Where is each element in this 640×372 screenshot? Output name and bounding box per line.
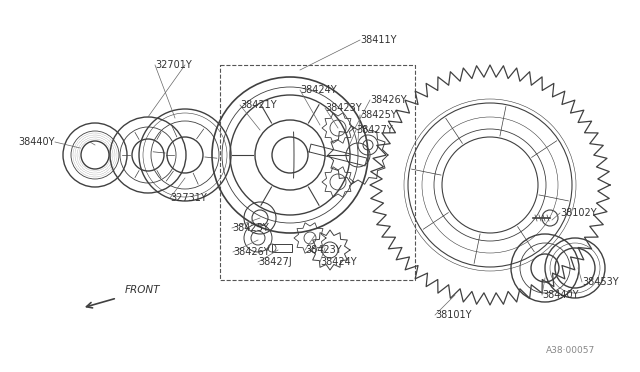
Text: A38·00057: A38·00057 [546,346,595,355]
Text: 32701Y: 32701Y [155,60,192,70]
Text: 38423Y: 38423Y [325,103,362,113]
Text: 38426Y: 38426Y [370,95,406,105]
Text: 38411Y: 38411Y [360,35,397,45]
Text: 38102Y: 38102Y [560,208,596,218]
Text: FRONT: FRONT [125,285,161,295]
Bar [220,65,415,280]
Text: 38427Y: 38427Y [356,125,393,135]
Text: 38424Y: 38424Y [300,85,337,95]
Text: 38425Y: 38425Y [360,110,397,120]
Text: 38423Y: 38423Y [305,245,342,255]
Text: 38425Y: 38425Y [232,223,269,233]
Text: 32731Y: 32731Y [170,193,207,203]
Text: 38427J: 38427J [258,257,292,267]
Text: 38424Y: 38424Y [320,257,356,267]
Text: 38453Y: 38453Y [582,277,619,287]
Bar [272,244,292,252]
Text: 38101Y: 38101Y [435,310,472,320]
Text: 38421Y: 38421Y [240,100,276,110]
Text: 38426Y: 38426Y [233,247,269,257]
Text: 38440Y: 38440Y [19,137,55,147]
Text: 38440Y: 38440Y [542,290,579,300]
